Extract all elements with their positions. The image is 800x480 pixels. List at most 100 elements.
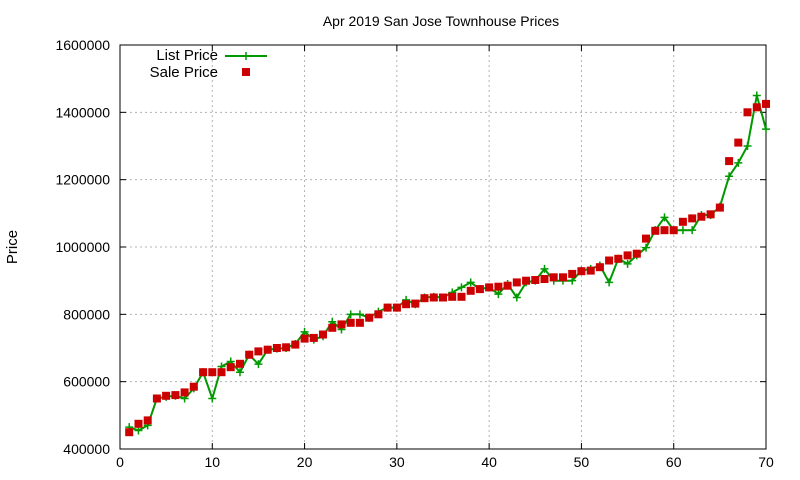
list-price-point bbox=[254, 360, 263, 369]
sale-price-point bbox=[134, 419, 143, 428]
sale-price-point bbox=[309, 333, 318, 342]
sale-price-point bbox=[365, 313, 374, 322]
sale-price-point bbox=[540, 275, 549, 283]
list-price-point bbox=[660, 213, 669, 222]
list-price-line bbox=[128, 94, 767, 432]
list-price-point bbox=[346, 310, 355, 319]
sale-price-point bbox=[669, 226, 678, 235]
sale-price-point bbox=[522, 276, 531, 285]
sale-price-point bbox=[337, 320, 346, 329]
sale-price-point bbox=[254, 347, 263, 356]
sale-price-point bbox=[512, 278, 521, 287]
x-tick-label: 30 bbox=[389, 454, 405, 470]
sale-price-point bbox=[660, 226, 669, 235]
legend: List Price Sale Price bbox=[150, 47, 267, 81]
sale-price-point bbox=[282, 343, 291, 352]
sale-price-point bbox=[595, 263, 604, 272]
sale-price-point bbox=[457, 292, 466, 301]
sale-price-point bbox=[531, 276, 540, 284]
sale-price-point bbox=[429, 293, 438, 302]
sale-price-point bbox=[328, 323, 337, 332]
y-tick-label: 1400000 bbox=[55, 104, 110, 120]
list-price-point bbox=[568, 276, 577, 285]
list-price-point bbox=[494, 290, 503, 299]
sale-price-point bbox=[688, 214, 697, 223]
y-tick-label: 1200000 bbox=[55, 172, 110, 188]
y-tick-label: 800000 bbox=[63, 306, 110, 322]
legend-marker-sale-price bbox=[242, 68, 250, 76]
y-tick-label: 1600000 bbox=[55, 37, 110, 53]
x-tick-label: 40 bbox=[481, 454, 497, 470]
sale-price-point bbox=[199, 368, 208, 377]
tick-labels: 0 10 20 30 40 50 60 70 400000 600000 800000 1000000… bbox=[55, 37, 774, 470]
sale-price-point bbox=[392, 303, 401, 312]
sale-price-point bbox=[623, 251, 632, 260]
sale-price-point bbox=[300, 334, 309, 343]
sale-price-point bbox=[586, 266, 595, 275]
list-price-point bbox=[355, 310, 364, 319]
sale-price-point bbox=[208, 368, 217, 377]
x-tick-label: 50 bbox=[574, 454, 590, 470]
sale-price-point bbox=[642, 234, 650, 243]
list-price-point bbox=[134, 426, 143, 435]
list-price-point bbox=[725, 172, 734, 181]
sale-price-point bbox=[162, 391, 171, 400]
sale-price-point bbox=[559, 273, 567, 282]
plot-border bbox=[119, 44, 767, 450]
sale-price-point bbox=[734, 138, 743, 147]
sale-price-point bbox=[697, 212, 706, 221]
list-price-point bbox=[678, 226, 687, 235]
list-price-point bbox=[752, 91, 761, 100]
list-price-point bbox=[605, 278, 614, 287]
sale-price-point bbox=[494, 282, 503, 291]
sale-price-point bbox=[411, 299, 420, 308]
list-price-point bbox=[623, 259, 632, 268]
sale-price-point bbox=[374, 310, 383, 319]
sale-price-point bbox=[752, 103, 761, 112]
sale-price-point bbox=[549, 273, 558, 282]
sale-price-point bbox=[725, 157, 734, 166]
list-price-point bbox=[466, 278, 475, 287]
sale-price-point bbox=[614, 254, 623, 263]
sale-price-point bbox=[217, 368, 226, 377]
sale-price-point bbox=[143, 416, 152, 425]
sale-price-point bbox=[180, 388, 189, 397]
sale-price-point bbox=[226, 363, 235, 372]
sale-price-point bbox=[319, 330, 327, 339]
chart-title: Apr 2019 San Jose Townhouse Prices bbox=[323, 13, 559, 29]
sale-price-point bbox=[189, 382, 198, 391]
y-tick-label: 400000 bbox=[63, 441, 110, 457]
list-price-point bbox=[208, 394, 217, 403]
sale-price-point bbox=[263, 345, 272, 354]
list-price-point bbox=[300, 327, 309, 336]
sale-price-point bbox=[439, 293, 447, 302]
x-tick-label: 70 bbox=[758, 454, 774, 470]
list-price-point bbox=[762, 125, 770, 134]
sale-price-point bbox=[706, 210, 715, 219]
list-price-point bbox=[734, 158, 743, 167]
sale-price-point bbox=[125, 428, 134, 437]
y-tick-label: 1000000 bbox=[55, 239, 110, 255]
sale-price-point bbox=[355, 318, 364, 327]
sale-price-point bbox=[152, 394, 161, 403]
sale-price-point bbox=[236, 359, 244, 368]
sale-price-point bbox=[632, 249, 641, 258]
sale-price-point bbox=[651, 226, 660, 235]
list-price-point bbox=[457, 283, 466, 292]
x-tick-label: 0 bbox=[116, 454, 124, 470]
sale-price-point bbox=[346, 318, 355, 327]
sale-price-point bbox=[402, 300, 411, 309]
legend-label-list-price: List Price bbox=[156, 47, 218, 64]
x-tick-label: 10 bbox=[204, 454, 220, 470]
grid bbox=[120, 45, 766, 449]
sale-price-point bbox=[475, 285, 484, 294]
x-tick-label: 20 bbox=[297, 454, 313, 470]
y-axis-label: Price bbox=[4, 230, 21, 264]
sale-price-point bbox=[577, 267, 586, 276]
series-layer bbox=[125, 91, 770, 437]
sale-price-point bbox=[743, 108, 752, 117]
sale-price-point bbox=[678, 217, 687, 226]
legend-marker-list-price bbox=[242, 52, 250, 60]
